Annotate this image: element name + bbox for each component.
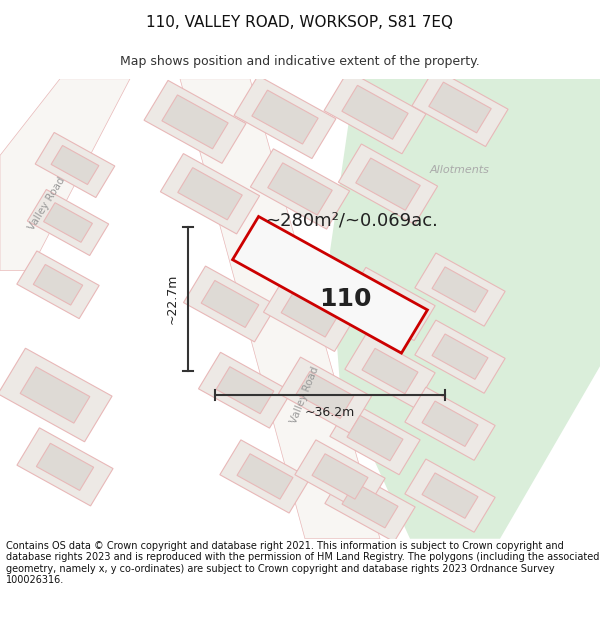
Polygon shape <box>35 132 115 198</box>
Polygon shape <box>330 401 420 475</box>
Polygon shape <box>422 473 478 518</box>
Polygon shape <box>17 251 99 319</box>
Polygon shape <box>405 459 495 532</box>
Text: ~22.7m: ~22.7m <box>166 274 179 324</box>
Text: Valley Road: Valley Road <box>289 365 321 425</box>
Polygon shape <box>184 266 277 342</box>
Polygon shape <box>180 79 380 539</box>
Polygon shape <box>312 454 368 499</box>
Polygon shape <box>28 189 109 256</box>
Polygon shape <box>33 264 83 305</box>
Polygon shape <box>281 290 339 337</box>
Polygon shape <box>37 443 94 491</box>
Polygon shape <box>216 367 274 414</box>
Polygon shape <box>362 281 418 327</box>
Polygon shape <box>237 454 293 499</box>
Polygon shape <box>160 154 260 234</box>
Polygon shape <box>144 81 246 163</box>
Polygon shape <box>412 69 508 146</box>
Polygon shape <box>325 469 415 542</box>
Polygon shape <box>0 348 112 442</box>
Polygon shape <box>278 357 371 433</box>
Polygon shape <box>356 158 420 210</box>
Polygon shape <box>415 253 505 326</box>
Polygon shape <box>268 163 332 215</box>
Polygon shape <box>432 267 488 312</box>
Polygon shape <box>429 82 491 133</box>
Polygon shape <box>415 320 505 393</box>
Polygon shape <box>347 416 403 461</box>
Polygon shape <box>324 71 426 154</box>
Polygon shape <box>250 149 350 229</box>
Text: ~280m²/~0.069ac.: ~280m²/~0.069ac. <box>265 212 438 229</box>
Polygon shape <box>342 482 398 528</box>
Polygon shape <box>345 268 435 341</box>
Polygon shape <box>296 371 354 419</box>
Text: Contains OS data © Crown copyright and database right 2021. This information is : Contains OS data © Crown copyright and d… <box>6 541 599 586</box>
Polygon shape <box>233 216 427 353</box>
Polygon shape <box>342 86 408 139</box>
Polygon shape <box>362 348 418 394</box>
Polygon shape <box>345 334 435 408</box>
Text: 110: 110 <box>319 287 371 311</box>
Polygon shape <box>20 367 90 423</box>
Polygon shape <box>263 276 356 351</box>
Polygon shape <box>295 440 385 513</box>
Text: Allotments: Allotments <box>430 165 490 175</box>
Polygon shape <box>178 168 242 220</box>
Polygon shape <box>422 401 478 446</box>
Polygon shape <box>199 352 292 428</box>
Polygon shape <box>405 387 495 461</box>
Polygon shape <box>201 281 259 328</box>
Polygon shape <box>17 428 113 506</box>
Polygon shape <box>252 90 318 144</box>
Polygon shape <box>51 146 99 184</box>
Text: ~36.2m: ~36.2m <box>305 406 355 419</box>
Polygon shape <box>234 76 336 159</box>
Text: Valley Road: Valley Road <box>27 175 67 232</box>
Polygon shape <box>338 144 437 224</box>
Polygon shape <box>432 334 488 379</box>
Polygon shape <box>0 79 130 271</box>
Polygon shape <box>162 95 228 149</box>
Polygon shape <box>44 202 92 242</box>
Text: Map shows position and indicative extent of the property.: Map shows position and indicative extent… <box>120 55 480 68</box>
Polygon shape <box>220 440 310 513</box>
Polygon shape <box>330 79 600 539</box>
Text: 110, VALLEY ROAD, WORKSOP, S81 7EQ: 110, VALLEY ROAD, WORKSOP, S81 7EQ <box>146 14 454 29</box>
